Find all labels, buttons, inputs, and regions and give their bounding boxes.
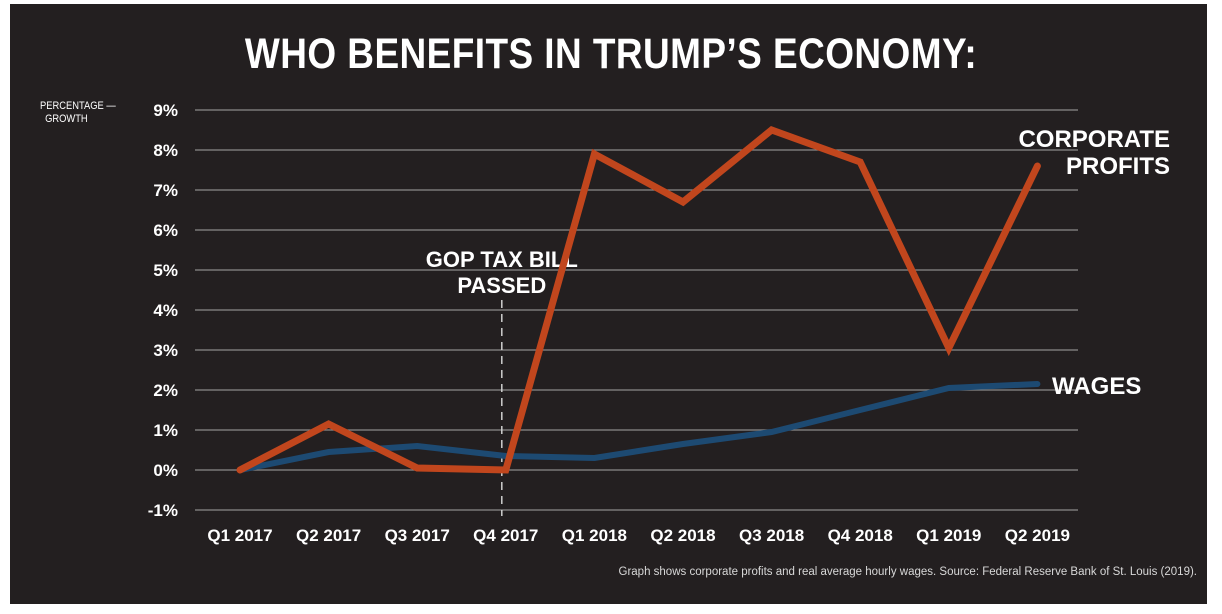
annotation-label-line: PASSED <box>457 273 546 298</box>
source-note: Graph shows corporate profits and real a… <box>618 566 1198 578</box>
y-tick-label: 4% <box>153 301 178 320</box>
y-tick-label: 3% <box>153 341 178 360</box>
chart-panel <box>10 4 1207 604</box>
x-tick-label: Q1 2018 <box>562 526 627 545</box>
x-tick-label: Q2 2018 <box>650 526 715 545</box>
wages-label: WAGES <box>1052 373 1141 400</box>
corporate-profits-label: PROFITS <box>1066 153 1170 180</box>
x-tick-label: Q3 2018 <box>739 526 804 545</box>
y-tick-label: 1% <box>153 421 178 440</box>
y-tick-label: 2% <box>153 381 178 400</box>
x-tick-label: Q1 2019 <box>916 526 981 545</box>
corporate-profits-label: CORPORATE <box>1018 126 1170 153</box>
corporate-profits-line <box>236 126 1041 474</box>
y-axis-label-line-2: GROWTH <box>45 113 88 125</box>
annotation-label-line: GOP TAX BILL <box>426 247 578 272</box>
y-tick-label: 6% <box>153 221 178 240</box>
y-tick-label: 8% <box>153 141 178 160</box>
x-tick-label: Q1 2017 <box>207 526 272 545</box>
y-tick-label: -1% <box>148 501 178 520</box>
y-tick-label: 9% <box>153 101 178 120</box>
x-tick-label: Q3 2017 <box>385 526 450 545</box>
y-axis-label: PERCENTAGE — GROWTH <box>40 100 125 126</box>
y-tick-label: 0% <box>153 461 178 480</box>
x-tick-label: Q2 2019 <box>1005 526 1070 545</box>
wages-line <box>237 381 1041 473</box>
chart-title: WHO BENEFITS IN TRUMP’S ECONOMY: <box>244 30 978 78</box>
y-tick-label: 5% <box>153 261 178 280</box>
y-tick-label: 7% <box>153 181 178 200</box>
x-tick-label: Q4 2017 <box>473 526 538 545</box>
x-tick-label: Q4 2018 <box>828 526 893 545</box>
x-tick-label: Q2 2017 <box>296 526 361 545</box>
y-axis-label-line-1: PERCENTAGE — <box>40 100 116 112</box>
